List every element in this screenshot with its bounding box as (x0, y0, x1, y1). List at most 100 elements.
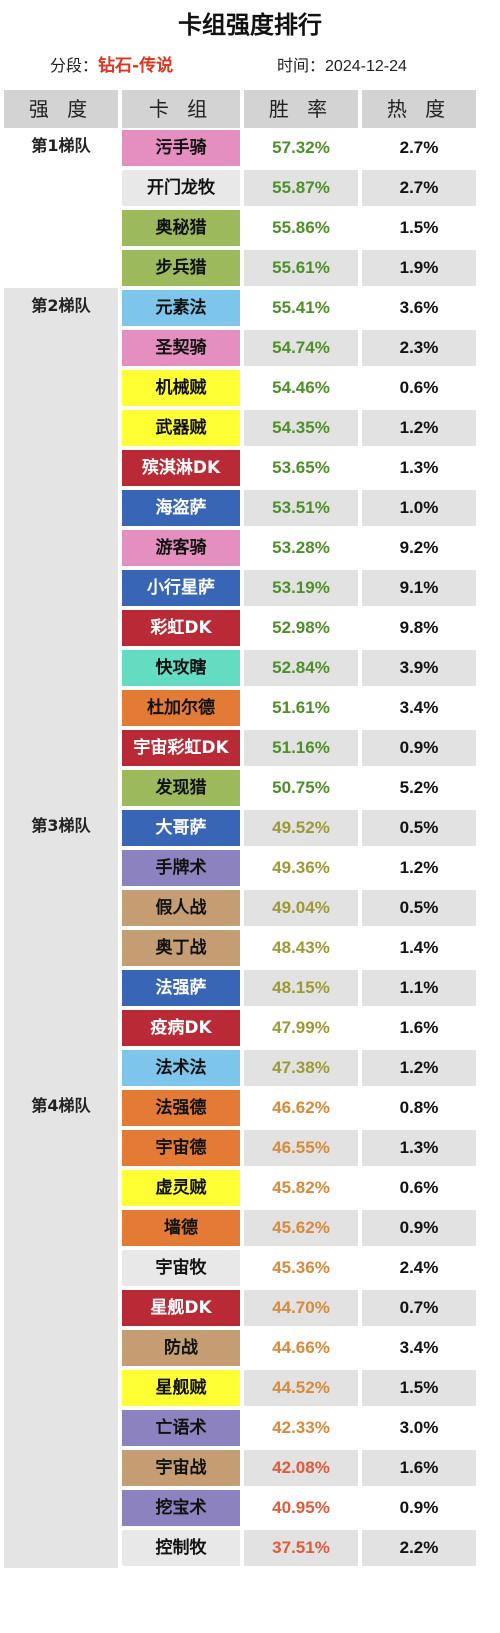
win-rate: 42.33% (272, 1418, 330, 1437)
popularity: 0.7% (362, 1290, 476, 1326)
deck-name: 假人战 (122, 890, 240, 926)
popularity: 2.7% (399, 138, 439, 157)
popularity: 3.6% (399, 298, 439, 317)
date-value: 2024-12-24 (325, 58, 407, 75)
deck-name: 殡淇淋DK (122, 450, 240, 486)
win-rate: 37.51% (244, 1530, 358, 1566)
popularity: 1.6% (362, 1450, 476, 1486)
deck-name: 宇宙德 (122, 1130, 240, 1166)
rank-filter: 分段：钻石-传说 (50, 53, 173, 79)
deck-name: 法强德 (122, 1090, 240, 1126)
tier-band (4, 1088, 118, 1568)
popularity: 2.7% (362, 170, 476, 206)
popularity: 9.1% (362, 570, 476, 606)
deck-name: 污手骑 (122, 130, 240, 166)
deck-name: 奥丁战 (122, 930, 240, 966)
deck-name: 开门龙牧 (122, 170, 240, 206)
header-tier: 强 度 (4, 90, 118, 128)
deck-name: 元素法 (122, 290, 240, 326)
popularity: 1.3% (362, 1130, 476, 1166)
deck-name: 法术法 (122, 1050, 240, 1086)
deck-name: 海盗萨 (122, 490, 240, 526)
deck-name: 星舰贼 (122, 1370, 240, 1406)
popularity: 0.6% (399, 378, 439, 397)
popularity: 5.2% (399, 778, 439, 797)
popularity: 9.8% (399, 618, 439, 637)
win-rate: 55.41% (272, 298, 330, 317)
popularity: 0.8% (399, 1098, 439, 1117)
win-rate: 53.28% (272, 538, 330, 557)
popularity: 2.3% (362, 330, 476, 366)
popularity: 3.4% (399, 698, 439, 717)
deck-name: 机械贼 (122, 370, 240, 406)
popularity: 3.9% (362, 650, 476, 686)
deck-name: 杜加尔德 (122, 690, 240, 726)
popularity: 0.6% (399, 1178, 439, 1197)
popularity: 0.9% (362, 730, 476, 766)
deck-name: 手牌术 (122, 850, 240, 886)
popularity: 2.2% (362, 1530, 476, 1566)
deck-name: 挖宝术 (122, 1490, 240, 1526)
header-popularity: 热 度 (362, 90, 476, 128)
tier-label: 第4梯队 (31, 1096, 91, 1115)
table-header: 强 度 卡 组 胜 率 热 度 (0, 90, 500, 128)
deck-name: 虚灵贼 (122, 1170, 240, 1206)
win-rate: 49.36% (272, 858, 330, 877)
win-rate: 47.38% (244, 1050, 358, 1086)
page-title: 卡组强度排行 (178, 11, 322, 39)
win-rate: 55.86% (272, 218, 330, 237)
date-info: 时间：2024-12-24 (277, 53, 407, 79)
popularity: 1.4% (399, 938, 439, 957)
deck-name: 亡语术 (122, 1410, 240, 1446)
win-rate: 46.62% (272, 1098, 330, 1117)
deck-name: 法强萨 (122, 970, 240, 1006)
deck-name: 防战 (122, 1330, 240, 1366)
popularity: 0.9% (362, 1210, 476, 1246)
popularity: 1.5% (399, 218, 439, 237)
deck-name: 大哥萨 (122, 810, 240, 846)
rank-label: 分段： (50, 56, 99, 75)
win-rate: 44.70% (244, 1290, 358, 1326)
win-rate: 55.61% (244, 250, 358, 286)
tier-band (4, 808, 118, 1088)
deck-name: 快攻瞎 (122, 650, 240, 686)
tier-label: 第2梯队 (31, 296, 91, 315)
popularity: 0.5% (362, 890, 476, 926)
win-rate: 48.15% (244, 970, 358, 1006)
deck-name: 发现猎 (122, 770, 240, 806)
win-rate: 54.35% (244, 410, 358, 446)
win-rate: 54.46% (272, 378, 330, 397)
deck-name: 宇宙牧 (122, 1250, 240, 1286)
popularity: 1.2% (362, 410, 476, 446)
tier-label: 第1梯队 (31, 136, 91, 155)
win-rate: 49.04% (244, 890, 358, 926)
win-rate: 45.62% (244, 1210, 358, 1246)
win-rate: 53.51% (244, 490, 358, 526)
popularity: 3.0% (399, 1418, 439, 1437)
tier-band (4, 288, 118, 808)
popularity: 0.9% (399, 1498, 439, 1517)
popularity: 1.0% (362, 490, 476, 526)
popularity: 1.5% (362, 1370, 476, 1406)
win-rate: 42.08% (244, 1450, 358, 1486)
win-rate: 49.52% (244, 810, 358, 846)
win-rate: 57.32% (272, 138, 330, 157)
win-rate: 53.65% (272, 458, 330, 477)
deck-name: 武器贼 (122, 410, 240, 446)
deck-name: 步兵猎 (122, 250, 240, 286)
win-rate: 46.55% (244, 1130, 358, 1166)
tier-label: 第3梯队 (31, 816, 91, 835)
popularity: 1.1% (362, 970, 476, 1006)
popularity: 1.2% (362, 1050, 476, 1086)
popularity: 1.6% (399, 1018, 439, 1037)
popularity: 3.4% (399, 1338, 439, 1357)
popularity: 1.3% (399, 458, 439, 477)
win-rate: 48.43% (272, 938, 330, 957)
deck-name: 宇宙战 (122, 1450, 240, 1486)
popularity: 1.9% (362, 250, 476, 286)
deck-name: 星舰DK (122, 1290, 240, 1326)
win-rate: 47.99% (272, 1018, 330, 1037)
win-rate: 53.19% (244, 570, 358, 606)
deck-name: 墙德 (122, 1210, 240, 1246)
win-rate: 44.66% (272, 1338, 330, 1357)
